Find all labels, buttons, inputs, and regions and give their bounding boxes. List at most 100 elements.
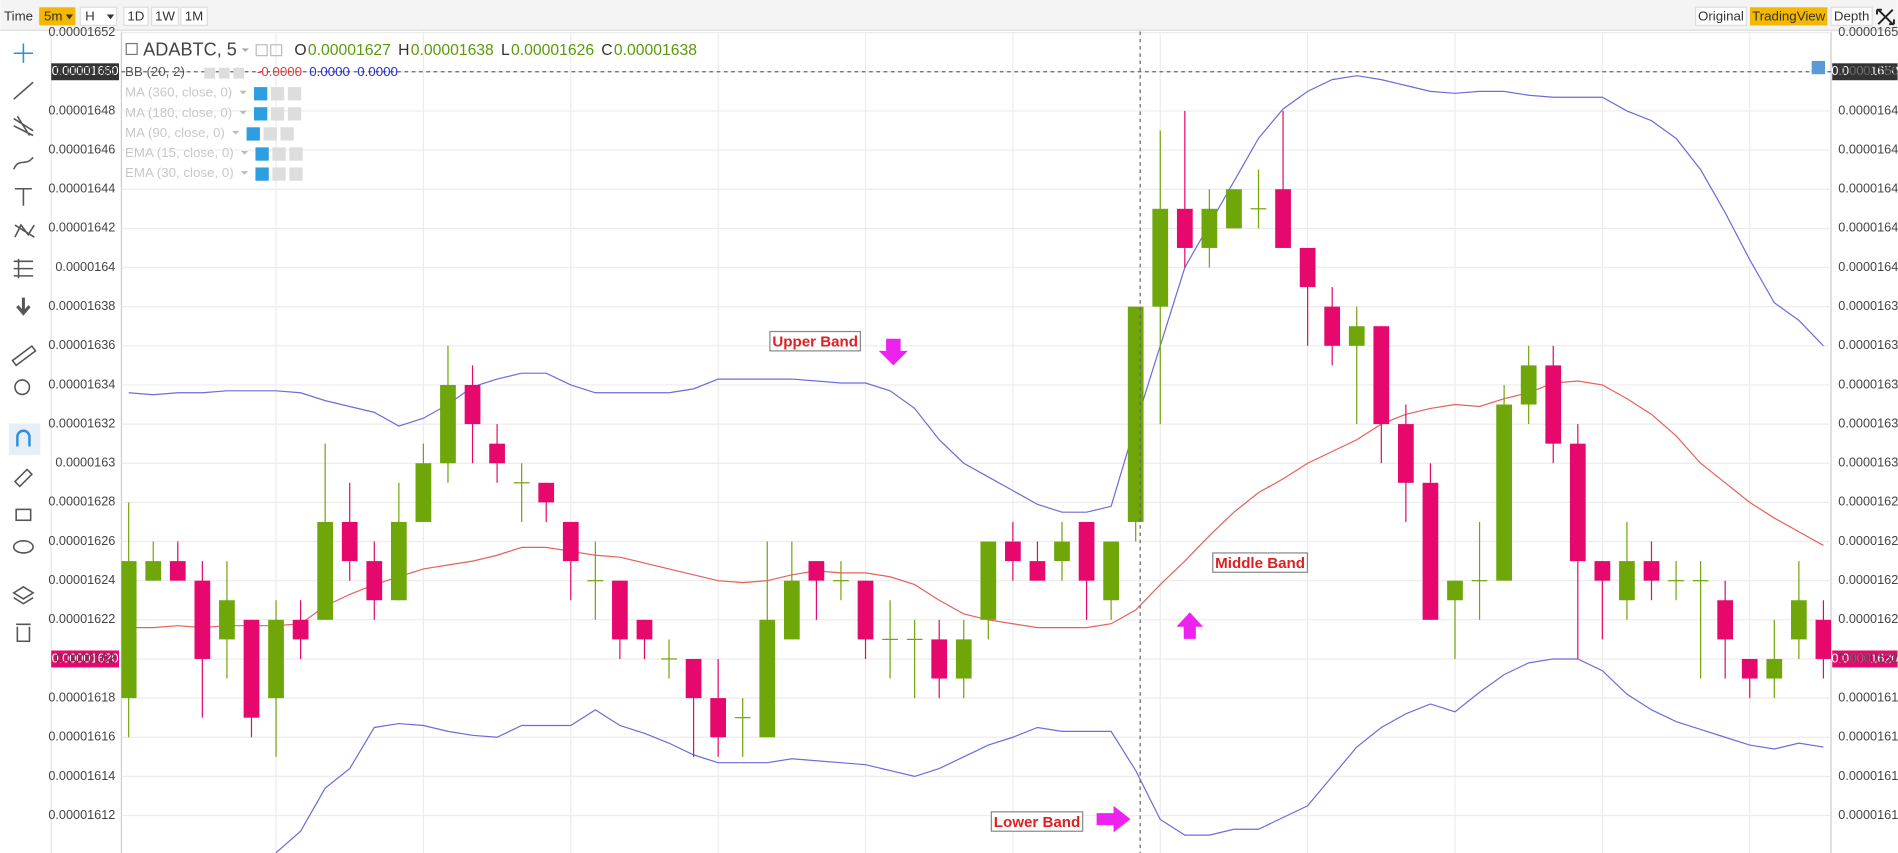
candle-body <box>366 561 383 601</box>
indicator-remove[interactable] <box>287 87 302 101</box>
trend-line-tool[interactable] <box>13 81 34 100</box>
y-tick-label: 0.0000164 <box>55 260 115 274</box>
layers-tool[interactable] <box>12 585 35 605</box>
view-button[interactable] <box>1749 7 1828 26</box>
y-tick-label-right: 0.00001628 <box>1838 495 1898 509</box>
top-toolbar <box>0 0 1898 31</box>
interval-button[interactable] <box>180 6 208 27</box>
last-price-bg-right <box>1832 650 1898 668</box>
candle-body <box>169 561 186 581</box>
indicator-visible[interactable] <box>255 147 269 161</box>
candle-body <box>562 521 579 562</box>
collapse-button[interactable] <box>125 42 138 56</box>
y-tick-label-right: 0.0000163 <box>1838 456 1898 470</box>
view-button[interactable] <box>1694 6 1747 27</box>
candle-body <box>1545 365 1562 444</box>
indicator-label: MA (90, close, 0) <box>125 125 225 140</box>
candle-body <box>1447 580 1463 601</box>
text-tool[interactable] <box>14 187 32 206</box>
view-button[interactable]: TradingView <box>1752 8 1826 23</box>
drawing-tools[interactable] <box>8 43 41 643</box>
indicator-visible[interactable] <box>253 87 268 101</box>
indicator-settings[interactable] <box>263 127 277 141</box>
interval-button[interactable]: 1M <box>185 8 203 23</box>
annotation-arrow <box>1176 612 1204 639</box>
interval-button[interactable]: 1D <box>127 8 144 23</box>
view-button[interactable] <box>1830 6 1873 27</box>
header-icon <box>270 44 283 57</box>
indicator-visible[interactable] <box>255 167 269 181</box>
annotation: Upper Band <box>772 333 858 350</box>
indicator-visible[interactable] <box>246 127 260 141</box>
lock-draw-tool[interactable] <box>13 468 33 488</box>
ohlc-value: 0.00001638 <box>614 42 697 59</box>
candle-body <box>1668 580 1684 582</box>
indicator-settings[interactable] <box>270 107 285 121</box>
annotation-box <box>1212 552 1309 573</box>
candle-body <box>759 619 776 738</box>
crosshair-price-right: 0.00001650 <box>1831 64 1898 78</box>
crosshair-tool[interactable] <box>13 43 34 63</box>
scroll-marker <box>1811 60 1825 75</box>
indicator-settings[interactable] <box>272 147 286 161</box>
candle-body <box>906 638 923 640</box>
candle-body <box>808 561 825 581</box>
candle-body <box>1766 658 1783 679</box>
pattern-tool[interactable] <box>14 223 35 238</box>
delete-tool[interactable] <box>16 623 31 643</box>
candle-body <box>1005 541 1021 562</box>
indicator-caret <box>232 130 240 135</box>
interval-button[interactable] <box>123 6 149 27</box>
view-button[interactable]: Depth <box>1834 8 1869 23</box>
fullscreen-button[interactable] <box>1876 8 1895 26</box>
candle-body <box>390 521 407 601</box>
y-tick-label-right: 0.00001642 <box>1838 221 1898 235</box>
interval-button[interactable]: 1W <box>155 8 175 23</box>
indicator-visible[interactable] <box>253 107 268 121</box>
candle-body <box>1176 208 1193 248</box>
y-tick-label-right: 0.00001644 <box>1838 182 1898 196</box>
annotation-box <box>990 811 1084 832</box>
candle-body <box>734 717 751 719</box>
candle-body <box>1520 365 1537 405</box>
y-tick-label: 0.00001648 <box>48 103 115 117</box>
interval-button[interactable]: 5m <box>44 8 62 23</box>
candle-body <box>857 580 874 640</box>
indicator-caret <box>240 171 249 175</box>
indicator-label: MA (180, close, 0) <box>125 105 232 120</box>
prediction-tool[interactable] <box>13 258 34 279</box>
y-tick-label-right: 0.00001618 <box>1838 690 1898 704</box>
y-tick-label: 0.00001628 <box>48 495 115 509</box>
indicator-remove[interactable] <box>287 107 302 121</box>
middle-band <box>128 380 1824 629</box>
lock-tool[interactable] <box>15 508 32 522</box>
upper-band <box>128 75 1824 513</box>
symbol-caret <box>241 48 249 53</box>
interval-button[interactable]: H <box>85 8 95 23</box>
zoom-tool[interactable] <box>14 379 31 396</box>
indicator-settings[interactable] <box>270 87 285 101</box>
indicator-remove[interactable] <box>289 167 303 181</box>
dropdown-caret <box>65 14 74 20</box>
measure-tool[interactable] <box>11 344 37 367</box>
fib-tool[interactable] <box>13 115 34 137</box>
more-tools[interactable] <box>16 297 31 316</box>
candle-body <box>145 561 162 581</box>
visibility-tool[interactable] <box>12 540 34 554</box>
y-tick-label-right: 0.00001652 <box>1838 25 1898 39</box>
interval-button[interactable]: Time <box>4 8 33 23</box>
brush-tool[interactable] <box>12 156 34 170</box>
interval-button[interactable] <box>79 6 118 27</box>
lower-band <box>275 658 1824 853</box>
y-tick-label: 0.00001638 <box>48 299 115 313</box>
magnet-tool[interactable] <box>16 429 31 447</box>
indicator-remove[interactable] <box>289 147 303 161</box>
candle-body <box>1496 404 1512 581</box>
y-tick-label: 0.00001616 <box>48 730 115 744</box>
interval-button[interactable] <box>151 6 179 27</box>
bb-value: 0.0000 <box>357 64 398 79</box>
indicator-remove[interactable] <box>280 127 294 141</box>
indicator-settings[interactable] <box>272 167 286 181</box>
view-button[interactable]: Original <box>1698 8 1744 23</box>
